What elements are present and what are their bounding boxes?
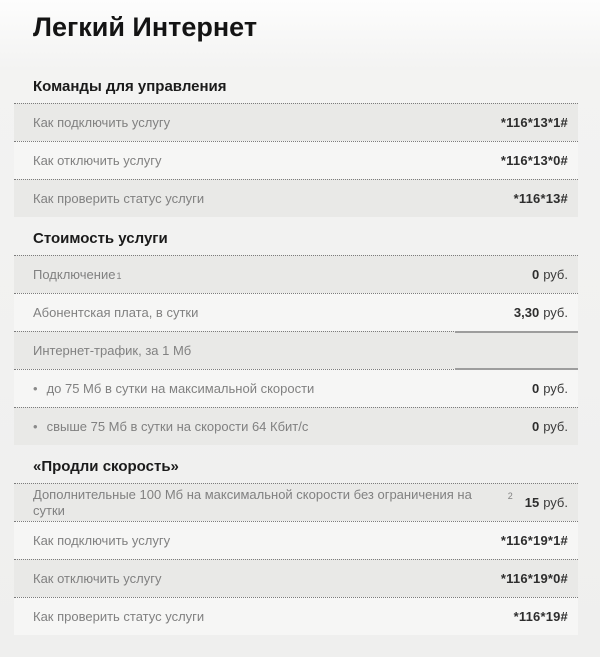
row-label: • свыше 75 Мб в сутки на скорости 64 Кбит…	[33, 418, 309, 434]
row-value: 3,30 руб.	[514, 305, 568, 320]
table-row: • свыше 75 Мб в сутки на скорости 64 Кбит…	[14, 407, 578, 445]
row-label: Подключение 1	[33, 266, 122, 282]
section-table: Как подключить услугу *116*13*1# Как отклю…	[14, 103, 578, 217]
section-heading: Стоимость услуги	[33, 230, 168, 247]
value-amount: 3,30	[513, 305, 540, 320]
table-row: Как проверить статус услуги *116*19#	[14, 597, 578, 635]
row-value: 0 руб.	[532, 381, 568, 396]
value-amount: 0	[531, 381, 540, 396]
row-value: *116*19*0#	[500, 571, 568, 586]
row-value: 15 руб.	[525, 495, 568, 510]
row-value: *116*19#	[513, 609, 568, 624]
section-table: Дополнительные 100 Мб на максимальной ск…	[14, 483, 578, 635]
sections-container: Команды для управления Как подключить усл…	[14, 78, 578, 635]
table-row: Как подключить услугу *116*13*1#	[14, 103, 578, 141]
value-unit: руб.	[543, 381, 568, 396]
row-label: Как отключить услугу	[33, 570, 162, 586]
row-value: *116*19*1#	[500, 533, 568, 548]
value-amount: 0	[531, 267, 540, 282]
table-row: Интернет-трафик, за 1 Мб	[14, 331, 578, 370]
page: { "page": { "title": "Легкий Интернет" }…	[0, 12, 600, 657]
table-row: Как отключить услугу *116*13*0#	[14, 141, 578, 179]
table-row: Абонентская плата, в сутки 3,30 руб.	[14, 293, 578, 331]
value-unit: руб.	[543, 495, 568, 510]
row-label: Как подключить услугу	[33, 532, 171, 548]
content-area: Легкий Интернет Команды для управления Ка…	[14, 12, 578, 635]
row-value: *116*13*1#	[500, 115, 568, 130]
row-value: *116*13#	[513, 191, 568, 206]
table-row: • до 75 Мб в сутки на максимальной скорос…	[14, 369, 578, 407]
section-heading: Команды для управления	[33, 78, 227, 95]
value-amount: 15	[524, 495, 540, 510]
row-label: Как проверить статус услуги	[33, 190, 205, 206]
table-row: Дополнительные 100 Мб на максимальной ск…	[14, 483, 578, 521]
row-label: Абонентская плата, в сутки	[33, 304, 199, 320]
value-unit: руб.	[543, 305, 568, 320]
row-label: Как подключить услугу	[33, 114, 171, 130]
row-label: Как отключить услугу	[33, 152, 162, 168]
table-row: Как подключить услугу *116*19*1#	[14, 521, 578, 559]
row-label: Как проверить статус услуги	[33, 608, 205, 624]
section-heading: «Продли скорость»	[33, 458, 179, 475]
table-row: Как проверить статус услуги *116*13#	[14, 179, 578, 217]
row-value: *116*13*0#	[500, 153, 568, 168]
row-value: 0 руб.	[532, 267, 568, 282]
row-label: Дополнительные 100 Мб на максимальной ск…	[33, 486, 513, 518]
table-row: Подключение 1 0 руб.	[14, 255, 578, 293]
value-unit: руб.	[543, 419, 568, 434]
value-amount: 0	[531, 419, 540, 434]
page-title: Легкий Интернет	[33, 12, 258, 42]
table-row: Как отключить услугу *116*19*0#	[14, 559, 578, 597]
value-unit: руб.	[543, 267, 568, 282]
section-table: Подключение 1 0 руб. Абонентская плата, в су…	[14, 255, 578, 445]
bullet-icon: •	[33, 380, 38, 396]
bullet-icon: •	[33, 418, 38, 434]
row-label: • до 75 Мб в сутки на максимальной скорос…	[33, 380, 315, 396]
row-label: Интернет-трафик, за 1 Мб	[33, 342, 192, 358]
row-value: 0 руб.	[532, 419, 568, 434]
